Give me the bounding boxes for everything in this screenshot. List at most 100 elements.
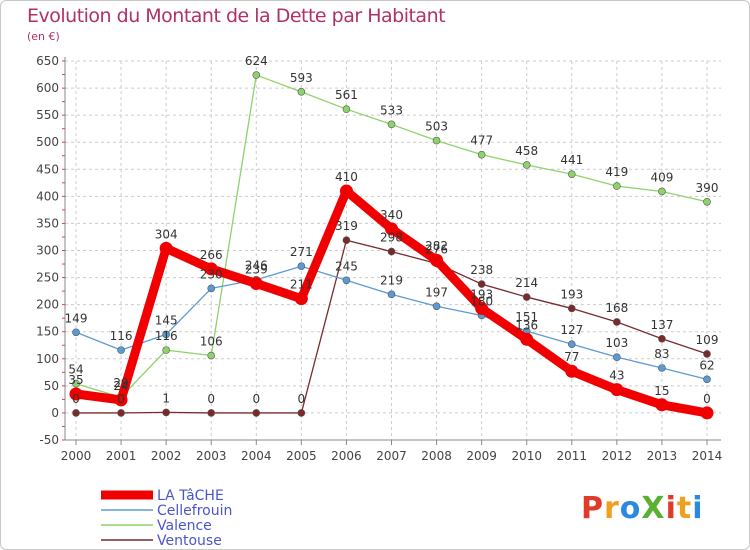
- x-tick-label: 2011: [557, 449, 588, 463]
- data-point: [249, 277, 263, 291]
- data-point: [162, 330, 170, 339]
- y-tick-label: 100: [36, 352, 59, 366]
- data-point: [297, 262, 306, 271]
- data-point: [159, 241, 173, 255]
- x-tick-label: 2009: [466, 449, 497, 463]
- x-tick-label: 2000: [61, 449, 92, 463]
- data-point: [117, 346, 125, 354]
- series: [69, 71, 714, 420]
- data-label: 103: [605, 336, 628, 350]
- data-label: 477: [470, 134, 493, 148]
- data-point: [387, 120, 396, 129]
- data-label: 151: [515, 310, 538, 324]
- y-tick-label: 600: [36, 81, 59, 95]
- data-label: 137: [650, 318, 673, 332]
- y-tick-label: 50: [44, 379, 59, 393]
- data-point: [703, 375, 711, 384]
- data-point: [432, 302, 441, 311]
- data-label: 29: [113, 376, 128, 390]
- data-label: 271: [290, 245, 313, 259]
- data-point: [432, 136, 441, 145]
- data-label: 116: [155, 329, 178, 343]
- data-label: 116: [110, 329, 133, 343]
- data-point: [297, 409, 306, 417]
- data-point: [114, 393, 128, 407]
- data-label: 219: [380, 273, 403, 287]
- chart-title: Evolution du Montant de la Dette par Hab…: [27, 5, 446, 27]
- y-tick-label: 350: [36, 216, 59, 230]
- data-label: 0: [252, 392, 260, 406]
- data-label: 109: [696, 333, 719, 347]
- data-label: 211: [290, 278, 313, 292]
- data-point: [387, 247, 396, 256]
- data-label: 180: [470, 294, 493, 308]
- data-label: 106: [200, 335, 223, 349]
- x-tick-label: 2010: [511, 449, 542, 463]
- data-point: [69, 387, 83, 401]
- data-label: 0: [298, 392, 306, 406]
- data-point: [72, 409, 80, 417]
- data-point: [297, 88, 306, 96]
- data-point: [162, 346, 170, 354]
- x-tick-label: 2002: [151, 449, 182, 463]
- y-tick-label: -50: [39, 433, 59, 447]
- data-label: 245: [335, 259, 358, 273]
- x-tick-label: 2004: [241, 449, 272, 463]
- data-point: [658, 334, 666, 343]
- x-tick-label: 2001: [106, 449, 137, 463]
- data-label: 0: [117, 392, 125, 406]
- legend-label: Cellefrouin: [157, 503, 232, 519]
- data-label: 193: [560, 287, 583, 301]
- data-label: 390: [696, 181, 719, 195]
- data-label: 282: [425, 239, 448, 253]
- data-point: [613, 318, 621, 326]
- data-label: 62: [699, 358, 714, 372]
- data-label: 340: [380, 208, 403, 222]
- data-point: [477, 150, 486, 159]
- data-label: 0: [703, 392, 711, 406]
- data-point: [658, 187, 666, 196]
- data-point: [703, 350, 711, 358]
- data-label: 441: [560, 153, 583, 167]
- data-point: [565, 364, 579, 378]
- data-point: [252, 409, 261, 417]
- data-point: [658, 364, 666, 372]
- y-tick-label: 250: [36, 271, 59, 285]
- legend-label: LA TâCHE: [157, 488, 224, 504]
- logo-letter: P: [581, 491, 604, 526]
- data-point: [520, 332, 534, 346]
- data-point: [342, 105, 351, 113]
- data-point: [342, 236, 351, 245]
- data-point: [613, 353, 621, 361]
- x-tick-label: 2003: [196, 449, 227, 463]
- data-point: [703, 197, 711, 206]
- chart-subtitle: (en €): [27, 30, 60, 43]
- logo-letter: t: [676, 491, 693, 526]
- logo-letter: i: [665, 491, 677, 526]
- x-tick-label: 2014: [692, 449, 723, 463]
- data-point: [387, 290, 396, 299]
- data-point: [475, 301, 489, 315]
- data-point: [567, 170, 576, 178]
- y-tick-label: 200: [36, 298, 59, 312]
- y-tick-label: 300: [36, 244, 59, 258]
- data-label: 83: [654, 347, 669, 361]
- data-point: [613, 182, 621, 190]
- x-tick-label: 2005: [286, 449, 317, 463]
- data-label: 1: [162, 391, 170, 405]
- data-label: 35: [68, 373, 83, 387]
- data-point: [430, 253, 444, 267]
- data-point: [162, 408, 170, 417]
- x-tick-label: 2013: [647, 449, 678, 463]
- data-point: [207, 409, 216, 417]
- y-tick-label: 150: [36, 325, 59, 339]
- data-label: 593: [290, 71, 313, 85]
- data-label: 298: [380, 231, 403, 245]
- data-label: 149: [65, 311, 88, 325]
- data-point: [342, 276, 351, 285]
- data-label: 24: [113, 379, 128, 393]
- data-label: 168: [605, 301, 628, 315]
